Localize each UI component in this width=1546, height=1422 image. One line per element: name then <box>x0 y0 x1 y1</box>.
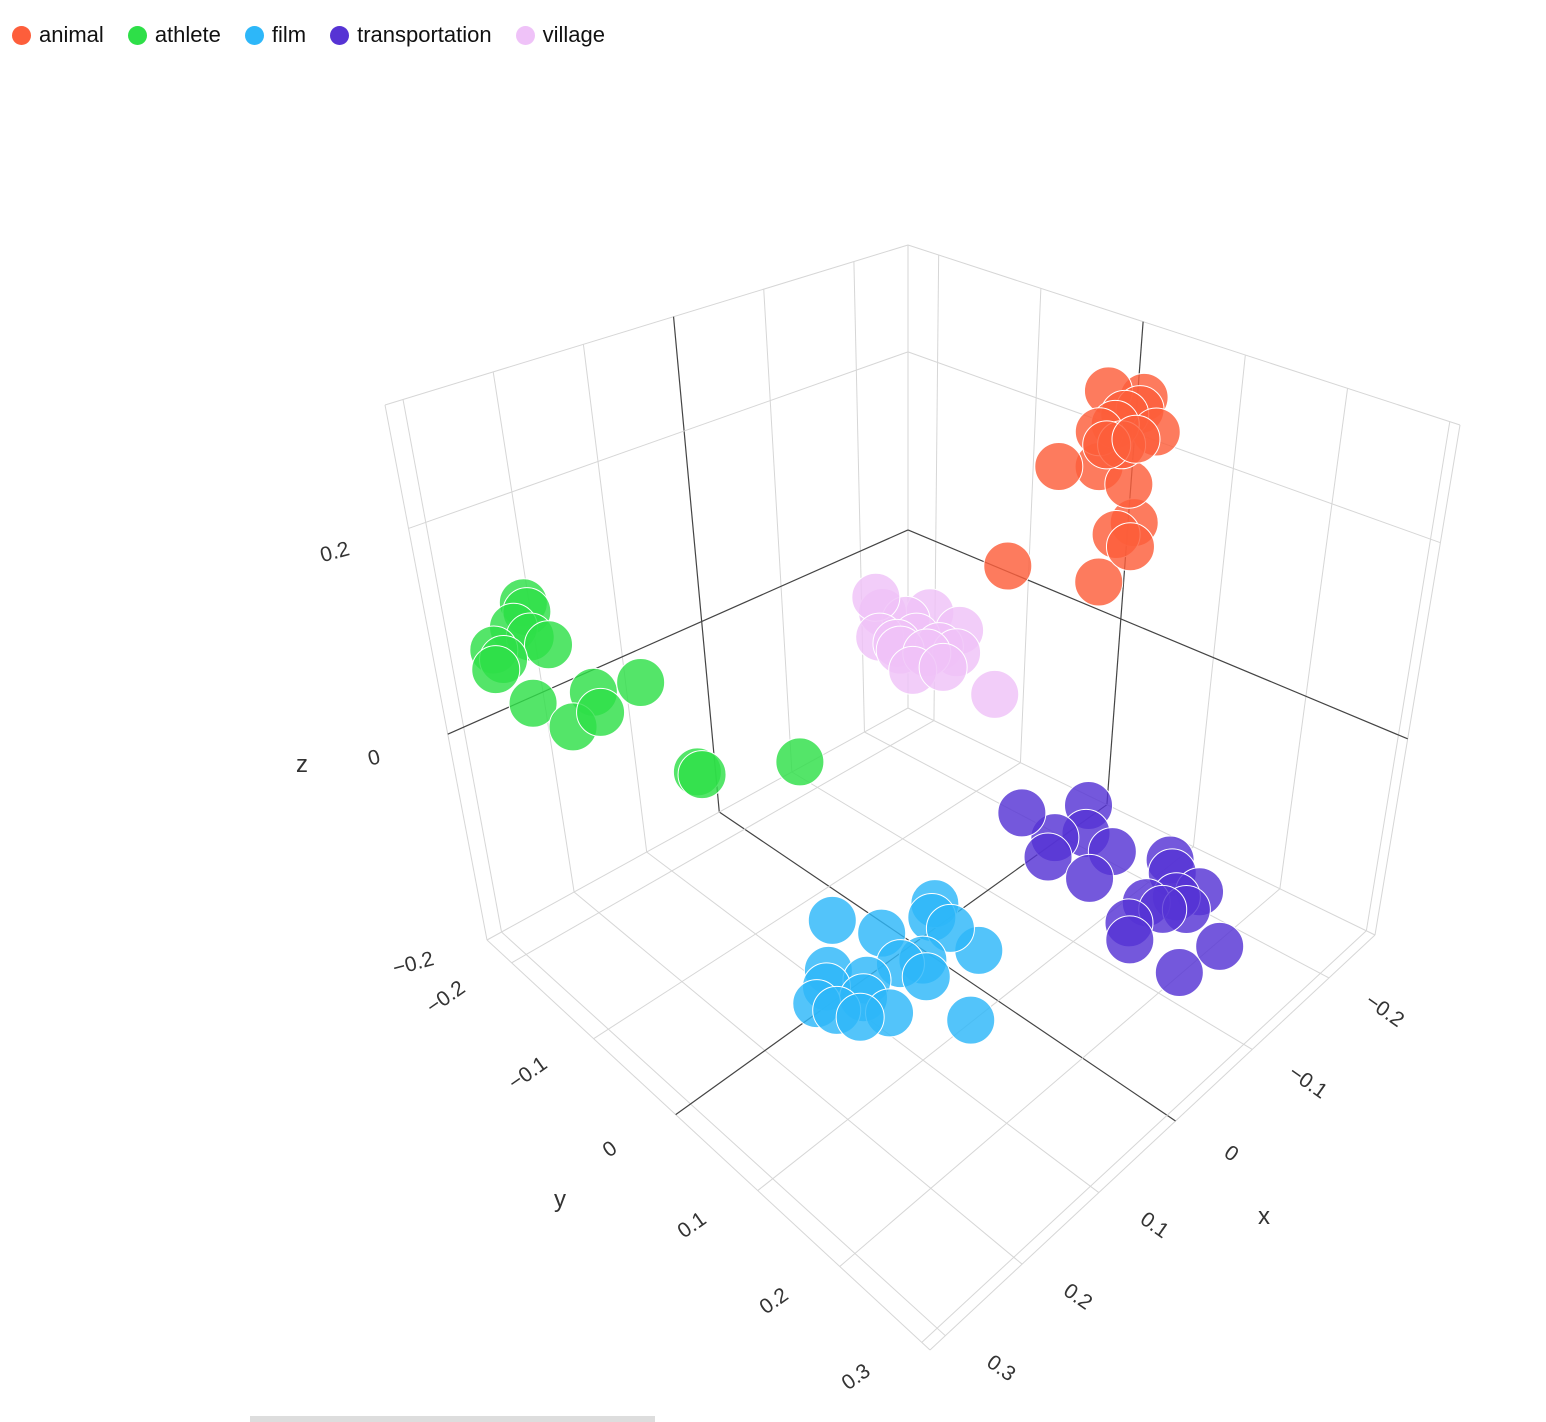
z-gridline-left-wall <box>408 351 909 529</box>
data-point-village[interactable] <box>970 669 1020 719</box>
box-edge <box>1374 424 1461 936</box>
y-gridline-wall <box>1019 288 1042 763</box>
data-point-animal[interactable] <box>1074 557 1124 607</box>
x-gridline-floor <box>501 931 946 1337</box>
y-axis-title: y <box>554 1186 566 1213</box>
data-point-animal[interactable] <box>1034 441 1084 491</box>
legend-marker-icon <box>515 25 535 45</box>
data-point-animal[interactable] <box>1105 522 1155 572</box>
legend-label: transportation <box>357 22 492 47</box>
box-edge <box>384 244 909 406</box>
box-edge <box>929 934 1376 1351</box>
y-gridline-wall <box>1365 421 1451 931</box>
y-tick-label: 0 <box>599 1137 622 1163</box>
data-point-athlete[interactable] <box>775 737 825 787</box>
data-point-animal[interactable] <box>1111 414 1161 464</box>
legend-item-athlete[interactable]: athlete <box>127 22 221 48</box>
z-tick-label: 0.2 <box>318 537 352 567</box>
data-point-film[interactable] <box>807 895 857 945</box>
y-gridline-wall <box>1279 388 1349 889</box>
legend-label: athlete <box>154 22 221 47</box>
data-point-transportation[interactable] <box>1154 948 1204 998</box>
legend-label: film <box>271 22 307 47</box>
legend-marker-icon <box>127 25 147 45</box>
legend-item-transportation[interactable]: transportation <box>330 22 492 48</box>
y-tick-label: 0.1 <box>673 1207 710 1243</box>
data-point-village[interactable] <box>918 642 968 692</box>
legend-label: animal <box>39 22 104 47</box>
x-tick-label: −0.1 <box>1284 1061 1331 1104</box>
y-gridline-wall <box>1192 354 1246 847</box>
data-point-transportation[interactable] <box>997 788 1047 838</box>
legend-label: village <box>542 22 605 47</box>
x-tick-label: −0.2 <box>1361 989 1408 1032</box>
x-gridline-wall <box>763 289 793 773</box>
x-tick-label: 0.2 <box>1059 1279 1096 1315</box>
x-gridline-floor <box>573 891 1023 1265</box>
box-edge <box>907 244 1461 426</box>
legend-marker-icon <box>330 25 350 45</box>
x-gridline-wall <box>672 316 720 813</box>
data-point-film[interactable] <box>835 992 885 1042</box>
x-gridline-wall <box>582 344 648 853</box>
y-tick-label: 0.3 <box>838 1359 875 1395</box>
z-gridline-left-wall <box>486 707 909 941</box>
data-point-athlete[interactable] <box>524 620 574 670</box>
grid <box>384 244 1461 1351</box>
data-points <box>469 366 1245 1045</box>
y-tick-label: 0.2 <box>755 1283 792 1319</box>
legend-item-animal[interactable]: animal <box>12 22 104 48</box>
legend-marker-icon <box>244 25 264 45</box>
data-point-athlete[interactable] <box>471 645 521 695</box>
legend-item-film[interactable]: film <box>244 22 307 48</box>
z-tick-label: −0.2 <box>390 947 436 980</box>
z-gridline-right-wall <box>907 707 1376 936</box>
data-point-transportation[interactable] <box>1105 915 1155 965</box>
z-tick-label: 0 <box>365 745 382 770</box>
x-tick-label: 0.3 <box>983 1351 1020 1387</box>
data-point-transportation[interactable] <box>1195 921 1245 971</box>
y-gridline-floor <box>593 762 1021 1040</box>
y-gridline-floor <box>921 930 1367 1343</box>
legend-marker-icon <box>12 25 31 45</box>
data-point-animal[interactable] <box>983 541 1033 591</box>
x-tick-label: 0 <box>1220 1141 1243 1167</box>
x-axis-title: x <box>1258 1203 1270 1230</box>
x-tick-label: 0.1 <box>1136 1207 1173 1243</box>
data-point-film[interactable] <box>901 952 951 1002</box>
box-edge <box>486 939 931 1351</box>
data-point-film[interactable] <box>925 903 975 953</box>
y-tick-label: −0.2 <box>422 976 469 1019</box>
data-point-athlete[interactable] <box>616 658 666 708</box>
x-gridline-floor <box>791 771 1253 1050</box>
horizontal-scrollbar[interactable] <box>250 1416 655 1422</box>
data-point-transportation[interactable] <box>1023 832 1073 882</box>
legend-item-village[interactable]: village <box>515 22 605 48</box>
legend: animal athlete film transportation villa… <box>12 22 629 48</box>
data-point-transportation[interactable] <box>1065 853 1115 903</box>
x-gridline-wall <box>853 261 865 733</box>
data-point-athlete[interactable] <box>677 750 727 800</box>
data-point-film[interactable] <box>946 995 996 1045</box>
y-gridline-floor <box>511 720 935 964</box>
data-point-athlete[interactable] <box>576 687 626 737</box>
data-point-athlete[interactable] <box>508 678 558 728</box>
z-axis-title: z <box>296 751 308 778</box>
x-gridline-wall <box>402 399 503 933</box>
box-edge <box>384 404 488 941</box>
y-tick-label: −0.1 <box>504 1052 551 1095</box>
